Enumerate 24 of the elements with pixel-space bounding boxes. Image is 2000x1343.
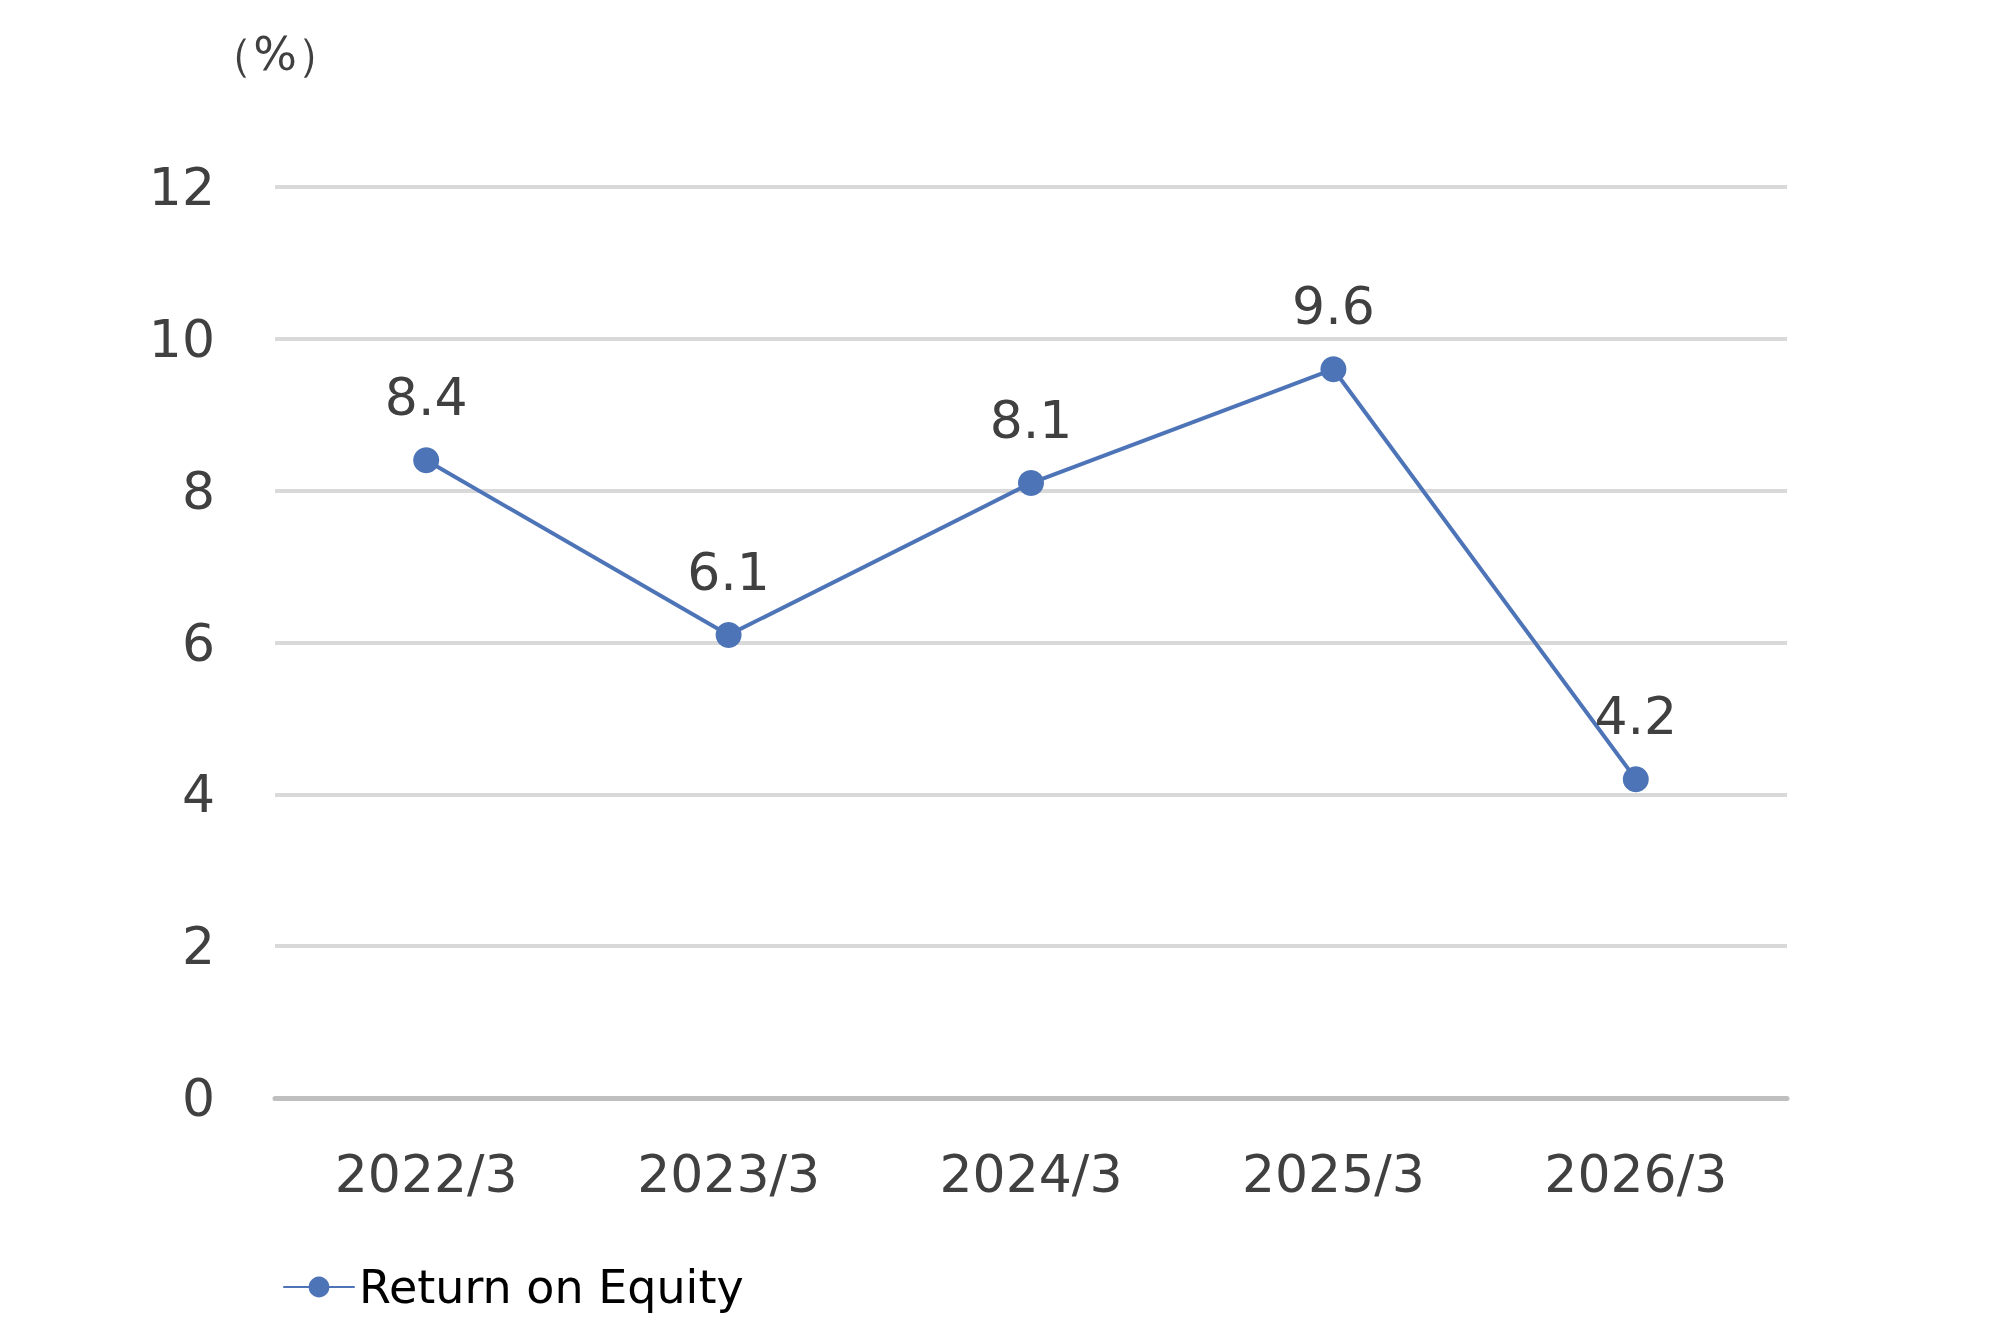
y-tick-label: 2 <box>181 916 215 977</box>
data-label: 9.6 <box>1292 276 1375 337</box>
x-tick-label: 2022/3 <box>334 1144 518 1204</box>
data-label: 8.4 <box>384 367 468 428</box>
point <box>413 447 440 474</box>
x-tick-label: 2025/3 <box>1241 1144 1425 1204</box>
y-tick-label: 12 <box>148 157 215 217</box>
y-tick-label: 0 <box>181 1068 215 1128</box>
y-tick-label: 4 <box>181 764 215 825</box>
data-label: 6.1 <box>687 541 770 602</box>
point <box>715 621 742 648</box>
legend-label: Return on Equity <box>359 1260 744 1314</box>
x-tick-label: 2023/3 <box>637 1144 821 1204</box>
y-tick-label: 6 <box>181 612 215 673</box>
point <box>1622 766 1649 793</box>
y-tick-label: 8 <box>181 460 215 521</box>
point <box>1018 470 1044 497</box>
y-tick-label: 10 <box>148 308 215 369</box>
x-tick-label: 2026/3 <box>1544 1144 1728 1204</box>
point <box>1320 356 1347 383</box>
data-label: 8.1 <box>989 390 1073 451</box>
x-tick-label: 2024/3 <box>939 1144 1123 1204</box>
y-axis-title: （%） <box>207 27 343 81</box>
data-label: 4.2 <box>1594 686 1678 747</box>
